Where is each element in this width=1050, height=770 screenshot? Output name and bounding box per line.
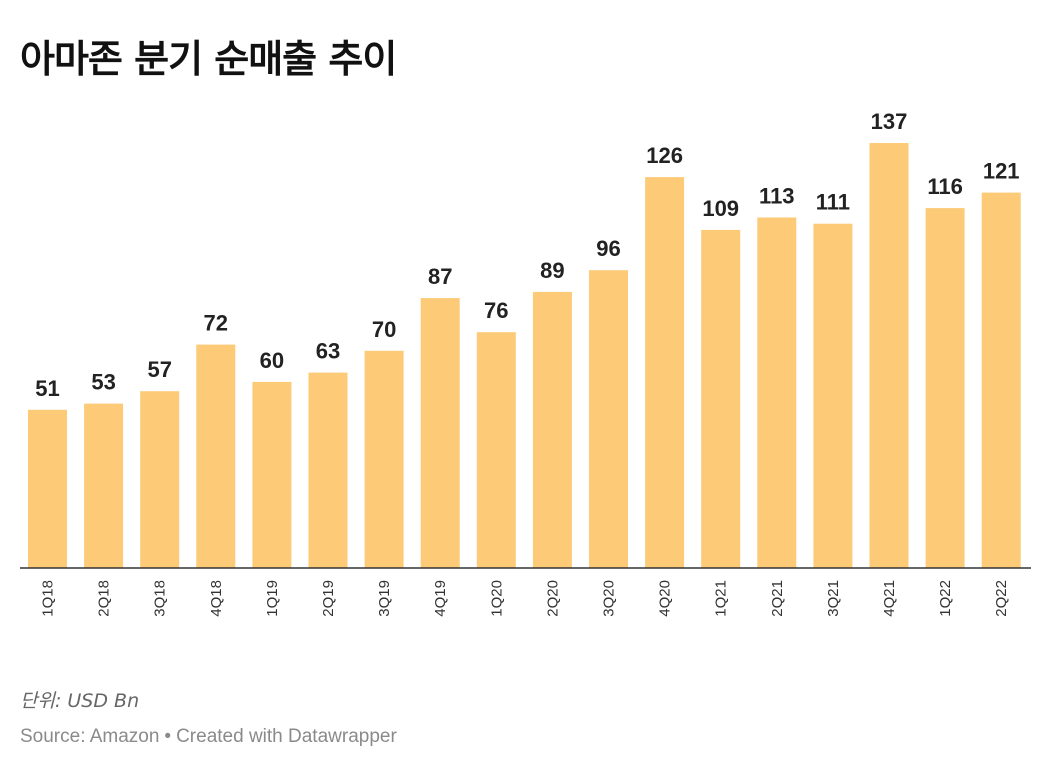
bar-1Q20	[476, 332, 516, 568]
tick-label-3Q20: 3Q20	[601, 580, 618, 617]
bar-4Q18	[196, 344, 236, 568]
footer-separator: •	[164, 726, 172, 747]
tick-label-4Q20: 4Q20	[657, 580, 674, 617]
value-label-1Q22: 116	[927, 174, 963, 199]
value-label-3Q19: 70	[372, 317, 396, 342]
value-label-2Q21: 113	[759, 184, 795, 209]
tick-label-2Q18: 2Q18	[96, 580, 113, 617]
bar-2Q18	[84, 403, 124, 568]
bars-group	[28, 143, 1021, 568]
bar-2Q22	[981, 192, 1021, 568]
value-label-3Q21: 111	[816, 190, 850, 215]
footer: Source: Amazon • Created with Datawrapper	[20, 726, 397, 748]
tick-label-2Q19: 2Q19	[320, 580, 337, 617]
value-label-3Q18: 57	[147, 357, 171, 382]
bar-1Q19	[252, 381, 292, 568]
bar-3Q18	[140, 391, 180, 568]
bar-1Q22	[925, 208, 965, 568]
bar-3Q21	[813, 223, 853, 568]
value-label-4Q19: 87	[428, 264, 452, 289]
tick-label-2Q21: 2Q21	[769, 580, 786, 617]
value-label-4Q21: 137	[871, 109, 908, 134]
tick-label-3Q19: 3Q19	[376, 580, 393, 617]
value-label-4Q18: 72	[204, 311, 228, 336]
bar-1Q18	[28, 409, 67, 568]
bar-chart: 51 53 57 72 60 63 70 87 76 89 96 126 109 113 111 137 116…	[20, 109, 1031, 617]
bar-2Q21	[757, 217, 797, 568]
value-label-1Q18: 51	[35, 376, 59, 401]
value-labels-group: 51 53 57 72 60 63 70 87 76 89 96 126 109 113 111 137 116…	[35, 109, 1019, 401]
value-label-2Q19: 63	[316, 339, 340, 364]
tick-label-4Q21: 4Q21	[881, 580, 898, 617]
source-text: Source: Amazon	[20, 726, 160, 747]
bar-4Q19	[420, 298, 460, 568]
value-label-2Q18: 53	[91, 370, 115, 395]
value-label-3Q20: 96	[596, 236, 620, 261]
tick-label-1Q18: 1Q18	[40, 580, 57, 617]
bar-2Q20	[532, 291, 572, 568]
bar-4Q20	[645, 177, 685, 568]
tick-label-4Q19: 4Q19	[432, 580, 449, 617]
value-label-1Q20: 76	[484, 298, 508, 323]
tick-label-1Q22: 1Q22	[937, 580, 954, 617]
tick-label-1Q21: 1Q21	[713, 580, 730, 617]
value-label-2Q22: 121	[983, 159, 1020, 184]
tick-label-2Q20: 2Q20	[544, 580, 561, 617]
tick-label-1Q20: 1Q20	[488, 580, 505, 617]
bar-2Q19	[308, 372, 348, 568]
tick-label-3Q18: 3Q18	[152, 580, 169, 617]
bar-1Q21	[701, 229, 741, 568]
value-label-1Q21: 109	[702, 196, 739, 221]
bar-3Q20	[589, 270, 628, 568]
tick-label-1Q19: 1Q19	[264, 580, 281, 617]
credit-text: Created with Datawrapper	[176, 726, 397, 747]
value-label-4Q20: 126	[646, 143, 683, 168]
chart-title: 아마존 분기 순매출 추이	[20, 37, 397, 81]
x-tick-labels-group: 1Q18 2Q18 3Q18 4Q18 1Q19 2Q19 3Q19 4Q19 1Q20 2Q20…	[40, 580, 1011, 617]
bar-4Q21	[869, 143, 909, 568]
value-label-1Q19: 60	[260, 348, 284, 373]
tick-label-2Q22: 2Q22	[993, 580, 1010, 617]
tick-label-3Q21: 3Q21	[825, 580, 842, 617]
bar-3Q19	[364, 350, 404, 568]
tick-label-4Q18: 4Q18	[208, 580, 225, 617]
unit-note: 단위: USD Bn	[20, 690, 140, 712]
value-label-2Q20: 89	[540, 258, 564, 283]
